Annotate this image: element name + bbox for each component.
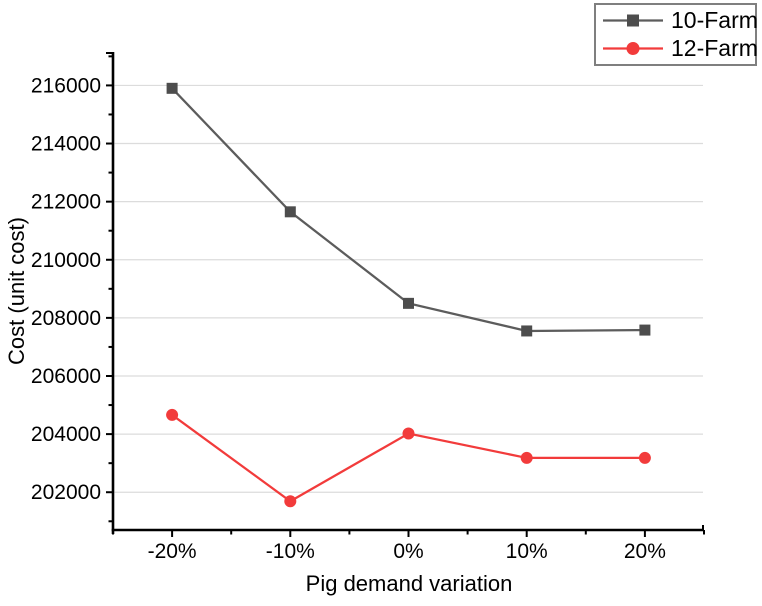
series-marker-12-Farm [402,427,415,440]
x-tick-label: 20% [624,540,666,563]
y-tick-label: 208000 [31,307,101,330]
y-axis-title: Cost (unit cost) [4,217,29,365]
y-tick-label: 210000 [31,249,101,272]
series-marker-12-Farm [638,451,651,464]
legend-label-12-farm: 12-Farm [671,35,758,62]
legend-line-circle-icon [603,42,663,56]
x-tick-label: 10% [506,540,548,563]
y-tick-label: 204000 [31,423,101,446]
series-line-10-Farm [171,87,645,333]
series-marker-12-Farm [284,495,297,508]
x-axis-title: Pig demand variation [305,571,513,596]
x-tick-label: -20% [148,540,197,563]
legend-item-10-farm: 10-Farm [602,6,758,34]
series-marker-10-Farm [521,325,533,337]
legend-line-square-icon [603,14,663,27]
y-tick-label: 206000 [31,365,101,388]
x-tick-label: -10% [266,540,315,563]
legend: 10-Farm 12-Farm [594,3,758,66]
y-tick-label: 202000 [31,481,101,504]
legend-sample-shape [626,42,640,56]
y-tick-label: 214000 [31,133,101,156]
series-marker-10-Farm [639,324,651,336]
series-marker-12-Farm [520,451,533,464]
legend-item-12-farm: 12-Farm [602,35,758,62]
legend-sample-shape [627,14,639,27]
y-tick-label: 216000 [31,74,101,97]
series-marker-10-Farm [403,297,414,309]
legend-label-10-farm: 10-Farm [671,6,758,33]
series-marker-12-Farm [166,408,179,421]
series-marker-10-Farm [284,206,296,218]
series-marker-10-Farm [166,82,178,94]
y-tick-label: 212000 [31,191,101,214]
x-tick-label: 0% [393,540,423,563]
